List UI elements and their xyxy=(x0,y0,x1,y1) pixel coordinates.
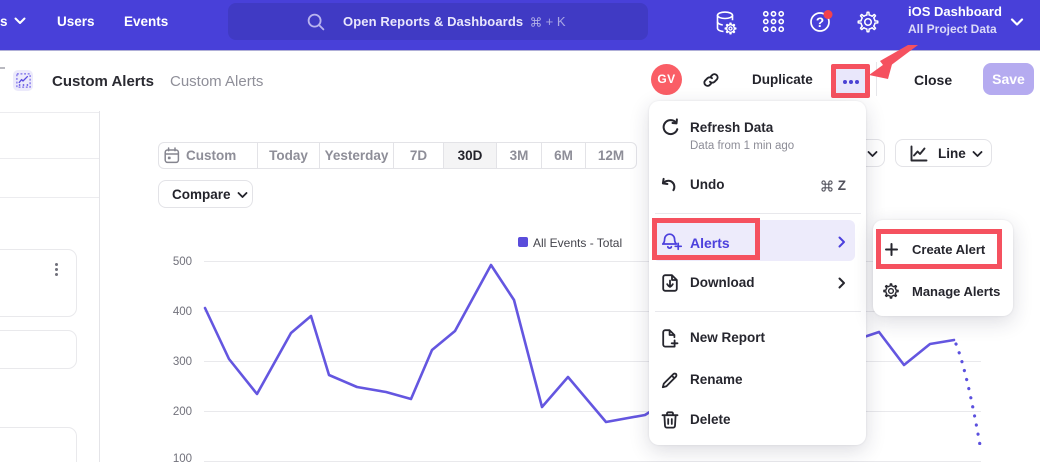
svg-text:200: 200 xyxy=(173,406,192,418)
svg-text:?: ? xyxy=(816,15,824,30)
svg-text:300: 300 xyxy=(173,356,192,368)
svg-text:500: 500 xyxy=(173,256,192,268)
svg-text:400: 400 xyxy=(173,306,192,318)
svg-text:100: 100 xyxy=(173,453,192,462)
